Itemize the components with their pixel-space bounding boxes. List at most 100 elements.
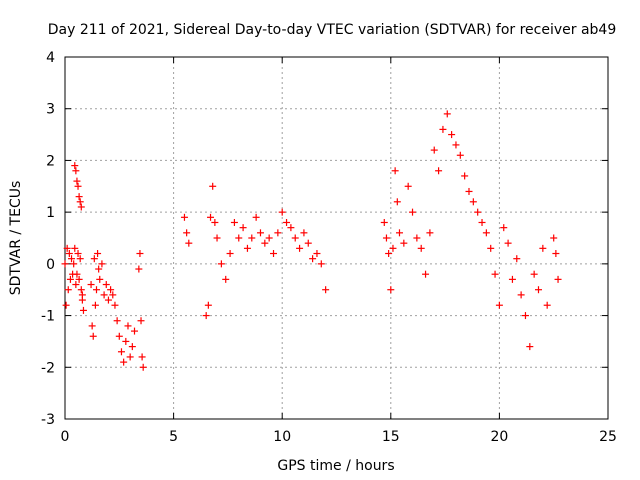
y-tick-label: 2 <box>46 153 55 169</box>
data-point <box>87 281 95 289</box>
data-point <box>180 213 188 221</box>
data-point <box>380 218 388 226</box>
data-point <box>71 244 79 252</box>
y-axis-label: SDTVAR / TECUs <box>8 181 24 296</box>
data-point <box>77 286 85 294</box>
data-point <box>117 348 125 356</box>
data-point <box>139 363 147 371</box>
data-point <box>404 182 412 190</box>
data-point <box>391 167 399 175</box>
data-point <box>248 234 256 242</box>
data-point <box>296 244 304 252</box>
data-point <box>131 327 139 335</box>
data-point <box>113 317 121 325</box>
data-point <box>91 301 99 309</box>
data-point <box>136 250 144 258</box>
data-point <box>70 260 78 268</box>
data-point <box>115 332 123 340</box>
data-point <box>111 301 119 309</box>
data-point <box>287 224 295 232</box>
data-point <box>309 255 317 263</box>
data-point <box>504 239 512 247</box>
data-point <box>393 198 401 206</box>
data-point <box>456 151 464 159</box>
data-point <box>213 234 221 242</box>
data-point <box>71 162 79 170</box>
data-point <box>534 286 542 294</box>
data-point <box>95 265 103 273</box>
data-point <box>135 265 143 273</box>
data-point <box>73 177 81 185</box>
data-point <box>243 244 251 252</box>
data-point <box>75 275 83 283</box>
data-point <box>94 250 102 258</box>
y-tick-label: -1 <box>41 309 55 325</box>
data-point <box>474 208 482 216</box>
y-tick-label: 1 <box>46 205 55 221</box>
y-axis: -3 -2 -1 0 1 2 3 4 <box>41 50 608 428</box>
data-point <box>222 275 230 283</box>
data-point <box>109 291 117 299</box>
data-point <box>439 125 447 133</box>
data-point <box>78 296 86 304</box>
data-point <box>128 343 136 351</box>
data-point <box>550 234 558 242</box>
data-point <box>465 187 473 195</box>
data-point <box>387 286 395 294</box>
data-point <box>217 260 225 268</box>
data-point <box>491 270 499 278</box>
data-point <box>521 312 529 320</box>
data-point <box>63 244 71 252</box>
data-point <box>322 286 330 294</box>
data-point <box>435 167 443 175</box>
data-point <box>252 213 260 221</box>
data-point <box>230 218 238 226</box>
data-point <box>75 193 83 201</box>
data-point <box>64 286 72 294</box>
data-point <box>77 203 85 211</box>
data-point <box>72 281 80 289</box>
data-point <box>74 182 82 190</box>
data-point <box>487 244 495 252</box>
data-point <box>448 131 456 139</box>
data-point <box>395 229 403 237</box>
data-point <box>278 208 286 216</box>
data-point <box>530 270 538 278</box>
data-point <box>89 332 97 340</box>
data-point <box>202 312 210 320</box>
data-point <box>291 234 299 242</box>
data-point <box>265 234 273 242</box>
data-point <box>469 198 477 206</box>
data-point <box>138 353 146 361</box>
data-point <box>90 255 98 263</box>
data-point <box>79 306 87 314</box>
data-point <box>543 301 551 309</box>
data-point <box>239 224 247 232</box>
data-point <box>96 275 104 283</box>
data-point <box>313 250 321 258</box>
data-point <box>204 301 212 309</box>
y-tick-label: -3 <box>41 412 55 428</box>
data-point <box>211 218 219 226</box>
data-point <box>283 218 291 226</box>
plot-frame <box>64 56 609 420</box>
data-point <box>65 250 73 258</box>
data-point <box>409 208 417 216</box>
data-point <box>385 250 393 258</box>
data-point <box>417 244 425 252</box>
data-point <box>61 260 69 268</box>
data-point <box>68 255 76 263</box>
x-tick-label: 15 <box>382 429 400 445</box>
data-point <box>452 141 460 149</box>
data-point <box>526 343 534 351</box>
data-point <box>274 229 282 237</box>
data-point <box>413 234 421 242</box>
data-point <box>235 234 243 242</box>
data-point <box>107 286 115 294</box>
data-point <box>461 172 469 180</box>
x-tick-label: 0 <box>61 429 70 445</box>
data-point <box>226 250 234 258</box>
data-point <box>92 286 100 294</box>
data-point <box>554 275 562 283</box>
y-tick-label: 3 <box>46 102 55 118</box>
